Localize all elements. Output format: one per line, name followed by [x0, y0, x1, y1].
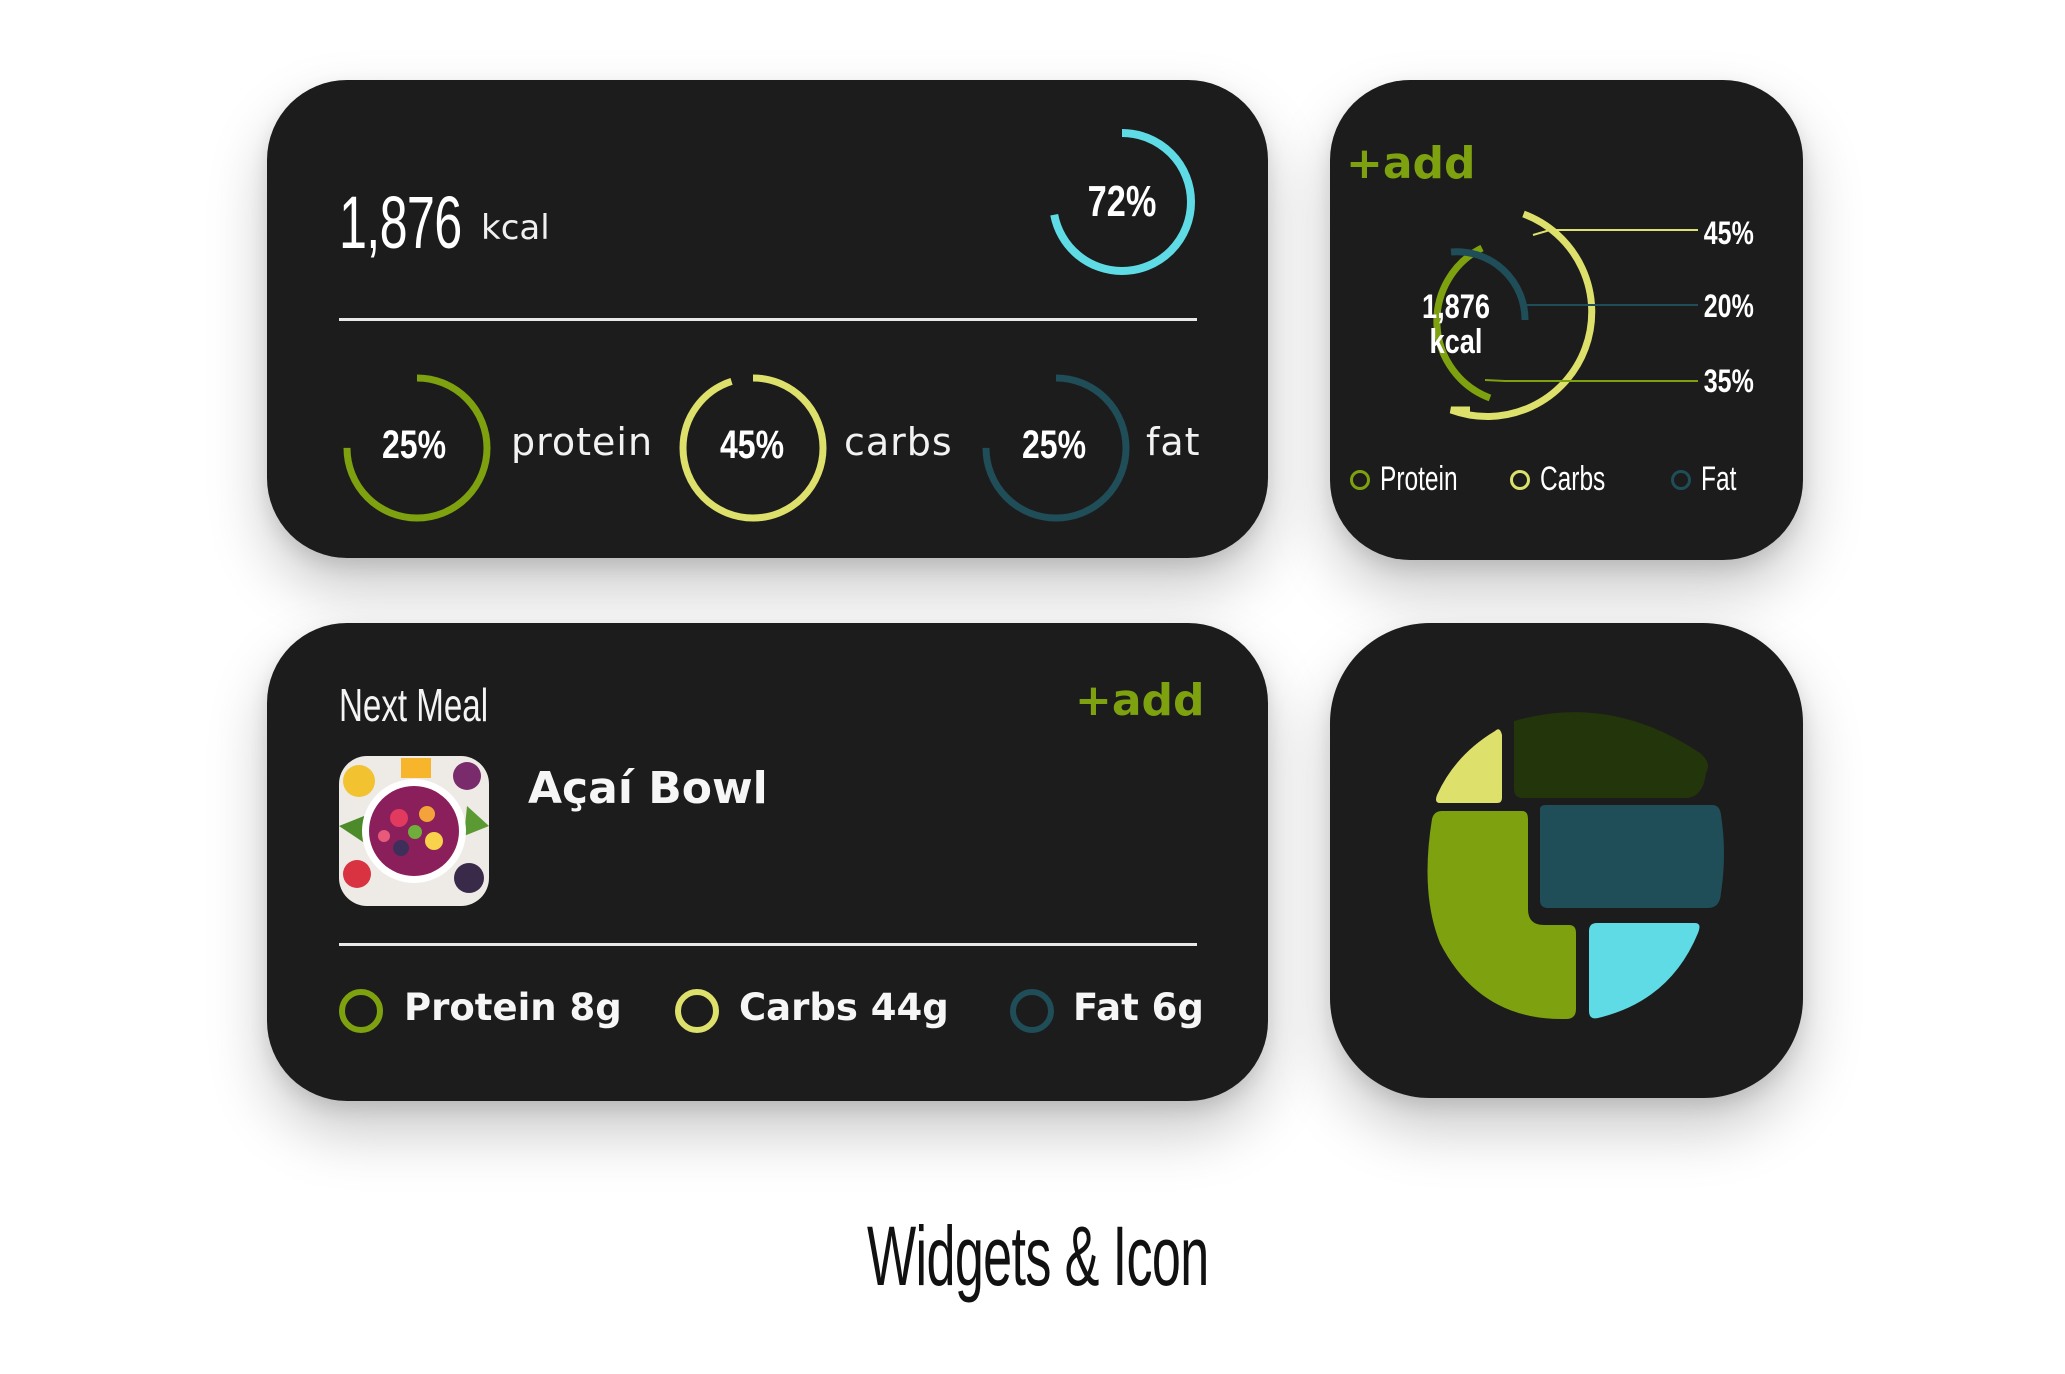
add-button[interactable]: +add	[1346, 138, 1476, 189]
meal-divider	[339, 943, 1197, 946]
carbs-ring-arc	[1449, 210, 1596, 420]
legend-protein-dot	[1350, 470, 1370, 490]
center-calorie-unit: kcal	[1429, 323, 1483, 361]
nutrition-plate-icon	[1427, 712, 1724, 1020]
calorie-divider	[339, 318, 1197, 321]
calorie-unit: kcal	[481, 208, 550, 248]
carbs-label: carbs	[844, 420, 953, 464]
next-meal-widget[interactable]: Next Meal +add	[267, 623, 1268, 1101]
macro-rings-chart	[1433, 210, 1698, 420]
macro-ring-widget[interactable]: +add 1,876 kcal 45% 20% 35% Protein Carb…	[1330, 80, 1803, 560]
carbs-ring	[679, 374, 827, 522]
meal-carbs-label: Carbs 44g	[739, 986, 949, 1029]
callout-carbs-percent: 45%	[1703, 215, 1754, 251]
meal-carbs-dot	[675, 989, 719, 1033]
calorie-summary-widget[interactable]: 1,876 kcal 72% 25% protein 45% carbs 25%…	[267, 80, 1268, 558]
protein-ring	[343, 374, 491, 522]
meal-protein-dot	[339, 989, 383, 1033]
callout-protein-percent: 35%	[1703, 363, 1754, 399]
plate-protein-segment	[1427, 811, 1576, 1020]
meal-protein-label: Protein 8g	[404, 986, 622, 1029]
carbs-percent: 45%	[719, 423, 785, 467]
meal-fat-label: Fat 6g	[1073, 986, 1204, 1029]
meal-name: Açaí Bowl	[528, 763, 768, 814]
callout-fat-percent: 20%	[1703, 288, 1754, 324]
plate-water-segment	[1589, 923, 1700, 1019]
plate-dark-segment	[1514, 712, 1708, 798]
showcase-caption: Widgets & Icon	[867, 1209, 1209, 1303]
fat-percent: 25%	[1021, 423, 1087, 467]
app-icon-tile[interactable]	[1330, 623, 1803, 1098]
add-meal-button[interactable]: +add	[1075, 675, 1205, 726]
carbs-callout-line	[1532, 229, 1698, 236]
goal-progress-label: 72%	[1087, 177, 1157, 226]
next-meal-title: Next Meal	[339, 679, 489, 731]
legend-fat-label: Fat	[1701, 460, 1737, 498]
center-calorie-value: 1,876	[1421, 288, 1491, 326]
legend-fat-dot	[1671, 470, 1691, 490]
protein-callout-line	[1484, 379, 1698, 382]
calorie-value: 1,876	[339, 181, 462, 264]
goal-progress-ring	[1049, 129, 1195, 275]
goal-progress-arc	[1049, 129, 1195, 275]
meal-thumbnail-image	[339, 756, 489, 906]
plate-fat-segment	[1540, 805, 1724, 908]
protein-percent: 25%	[381, 423, 447, 467]
legend-protein-label: Protein	[1380, 460, 1458, 498]
protein-label: protein	[511, 420, 654, 464]
meal-fat-dot	[1010, 989, 1054, 1033]
protein-ring-arc	[1433, 244, 1492, 402]
carbs-arc	[679, 374, 827, 522]
protein-arc	[343, 374, 491, 522]
fat-ring	[982, 374, 1130, 522]
fat-arc	[982, 374, 1130, 522]
legend-carbs-label: Carbs	[1540, 460, 1606, 498]
fat-label: fat	[1146, 420, 1201, 464]
plate-carbs-segment	[1436, 729, 1502, 803]
legend-carbs-dot	[1510, 470, 1530, 490]
